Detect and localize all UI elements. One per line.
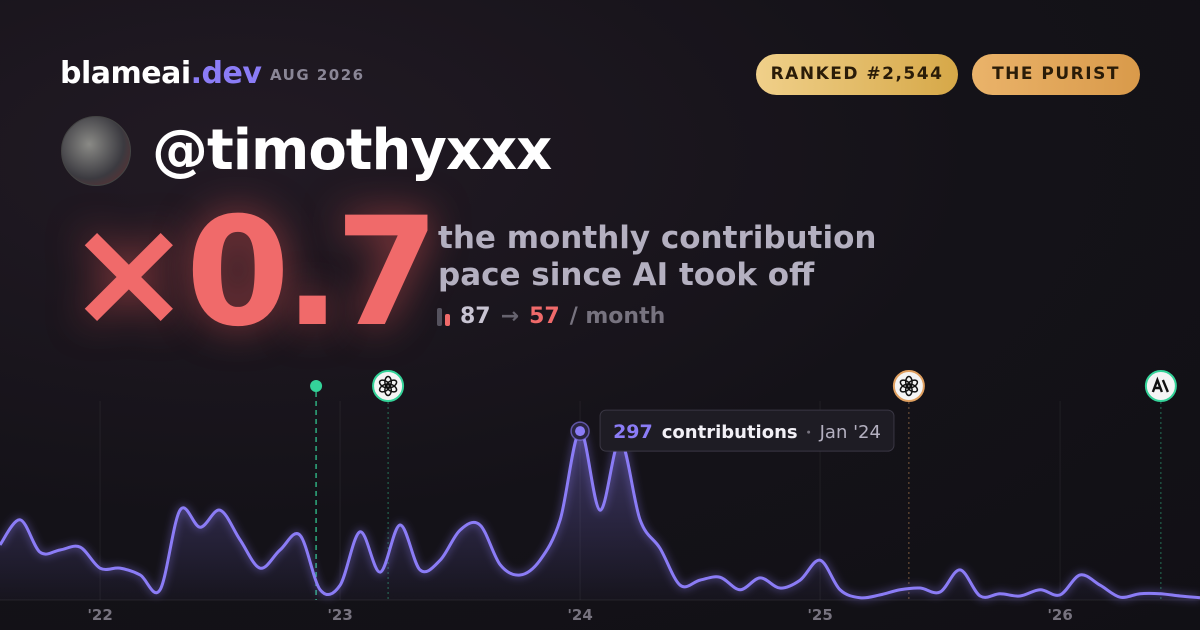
- tooltip-text: contributions: [662, 422, 798, 443]
- tooltip-value: 297: [613, 421, 653, 443]
- line: [0, 429, 1200, 600]
- event-marker: [892, 370, 925, 600]
- username: @timothyxxx: [152, 118, 552, 183]
- x-tick-label: '25: [807, 606, 832, 624]
- arrow: →: [500, 304, 520, 329]
- x-tick-label: '23: [327, 606, 352, 624]
- stats: 87 → 57 / month: [437, 304, 665, 329]
- brand-suffix: .dev: [190, 56, 262, 91]
- rank-badge: RANKED #2,544: [756, 54, 958, 95]
- tooltip: 297 contributions Jan '24: [599, 409, 895, 452]
- event-marker: [310, 380, 323, 600]
- area: [0, 431, 1200, 600]
- tooltip-sep: [807, 430, 811, 434]
- event-icon: [372, 370, 405, 402]
- description: the monthly contribution: [438, 220, 877, 256]
- period: AUG 2026: [270, 66, 365, 84]
- stats-icon: [437, 307, 450, 326]
- event-icon: [892, 370, 925, 402]
- event-marker: [1144, 370, 1177, 600]
- logo: [1151, 376, 1169, 393]
- unit: / month: [569, 304, 666, 329]
- x-tick-label: '26: [1047, 606, 1072, 624]
- tooltip-box: [599, 409, 895, 452]
- avatar: [61, 116, 131, 186]
- x-tick-label: '24: [567, 606, 592, 624]
- brand-name: blameai: [60, 56, 191, 91]
- description: pace since AI took off: [438, 257, 815, 293]
- x-tick-label: '22: [87, 606, 112, 624]
- event-dot: [310, 380, 323, 392]
- logo-petal: [378, 379, 391, 389]
- persona-badge: THE PURIST: [972, 54, 1140, 95]
- peak-dot: [575, 426, 586, 437]
- after-value: 57: [529, 304, 560, 329]
- brand: blameai.dev: [60, 56, 262, 91]
- multiplier: ×0.7: [66, 186, 439, 360]
- logo-petal: [899, 379, 912, 389]
- before-value: 87: [460, 304, 491, 329]
- tooltip-date: Jan '24: [819, 422, 881, 443]
